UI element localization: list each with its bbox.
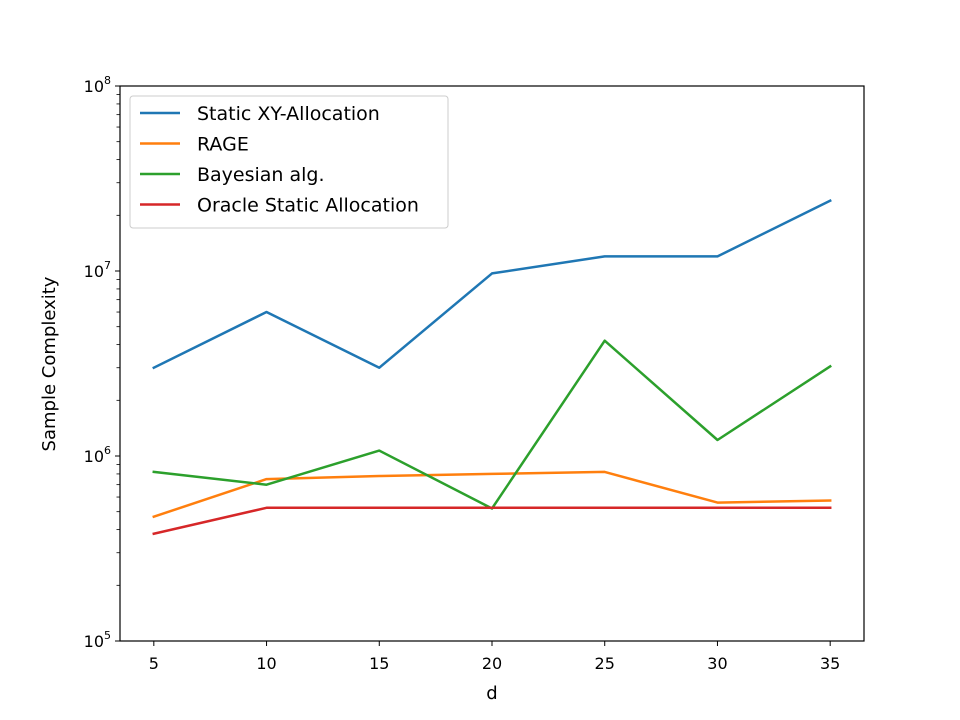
x-tick-label: 35 xyxy=(820,654,840,673)
plot-frame xyxy=(119,85,865,642)
series-line xyxy=(152,506,832,536)
y-axis-title: Sample Complexity xyxy=(39,276,60,451)
x-axis-title: d xyxy=(486,683,497,704)
x-tick-label: 30 xyxy=(707,654,727,673)
x-tick-label: 10 xyxy=(256,654,276,673)
legend-label: RAGE xyxy=(197,134,249,156)
x-tick-label: 5 xyxy=(149,654,159,673)
series-line xyxy=(152,199,832,370)
y-tick-label: 108 xyxy=(84,74,111,96)
x-tick-label: 20 xyxy=(482,654,502,673)
series-line xyxy=(152,470,832,519)
legend-label: Bayesian alg. xyxy=(197,164,325,186)
x-tick-label: 25 xyxy=(595,654,615,673)
legend-box xyxy=(129,95,449,229)
legend: Static XY-Allocation RAGE Bayesian alg. Ora… xyxy=(129,95,449,229)
legend-label: Oracle Static Allocation xyxy=(197,195,419,217)
tick-labels: 5 10 15 20 25 30 35 105 106 107 108 xyxy=(84,74,841,673)
y-tick-label: 105 xyxy=(84,629,111,651)
legend-label: Static XY-Allocation xyxy=(197,103,380,125)
y-tick-label: 106 xyxy=(84,444,111,466)
axis-ticks xyxy=(115,85,831,646)
x-tick-label: 15 xyxy=(369,654,389,673)
series-layer xyxy=(152,199,832,536)
y-tick-label: 107 xyxy=(84,259,111,281)
